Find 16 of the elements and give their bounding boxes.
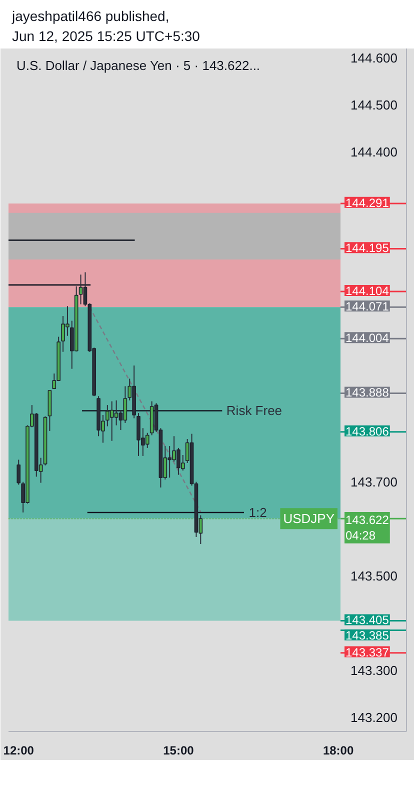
x-tick-label: 18:00 <box>322 744 354 758</box>
y-tick-label: 143.300 <box>350 662 398 678</box>
annotation: Risk Free <box>226 403 282 418</box>
annotation: 1:2 <box>248 504 267 520</box>
y-tick-label: 143.200 <box>350 710 398 725</box>
x-tick-label: 15:00 <box>163 744 194 758</box>
text: U.S. Dollar / Japanese Yen · 5 · 143.622... <box>16 58 260 73</box>
y-tick-label: 143.700 <box>350 474 398 490</box>
ref-line-label: USDJPY <box>283 511 335 526</box>
y-tick-label: 143.500 <box>350 568 398 584</box>
x-tick-label: 12:00 <box>3 744 34 758</box>
y-tick-label: 144.400 <box>350 144 398 160</box>
y-tick-label: 144.600 <box>350 50 398 66</box>
y-tick-label: 144.500 <box>350 98 398 113</box>
text: jayeshpatil466 published, <box>12 8 170 24</box>
text: Jun 12, 2025 15:25 UTC+5:30 <box>12 28 200 44</box>
